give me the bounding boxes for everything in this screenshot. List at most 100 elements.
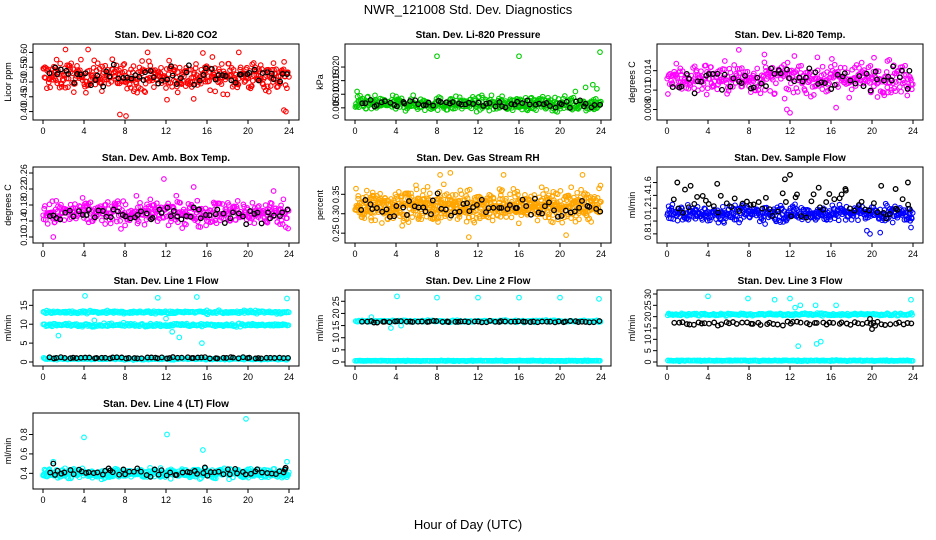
data-point (563, 232, 569, 238)
data-point (591, 194, 598, 200)
data-point (719, 86, 725, 93)
data-point (898, 67, 905, 74)
x-tick-label: 8 (434, 372, 439, 382)
data-point (147, 309, 153, 315)
data-point (57, 216, 64, 223)
data-point (883, 69, 890, 75)
data-point (808, 198, 815, 205)
data-point (362, 100, 369, 107)
data-point (194, 197, 201, 204)
x-tick-label: 0 (40, 249, 45, 259)
data-point (94, 60, 101, 67)
data-point (552, 319, 558, 326)
data-point (415, 101, 422, 108)
data-point (215, 66, 222, 72)
data-point (812, 302, 819, 309)
data-point (70, 89, 77, 95)
data-point (598, 198, 604, 205)
data-point (532, 101, 539, 108)
data-point (884, 202, 890, 209)
data-point (500, 172, 507, 178)
data-point (787, 171, 793, 178)
data-point (771, 90, 778, 97)
panel-4: Stan. Dev. Amb. Box Temp.0 4 8 12 16 20 240.10… (3, 153, 300, 259)
data-point (475, 294, 481, 301)
data-point (666, 81, 673, 87)
data-point (383, 206, 390, 213)
data-point (717, 192, 724, 199)
data-point (810, 191, 817, 198)
x-tick-label: 24 (284, 372, 294, 382)
data-point (139, 58, 145, 64)
data-point (742, 69, 749, 75)
data-point (138, 355, 145, 362)
data-point (426, 190, 433, 197)
data-point (488, 92, 495, 99)
data-point (160, 214, 167, 221)
data-point (285, 322, 292, 329)
x-tick-label: 20 (555, 126, 565, 136)
data-point (831, 61, 838, 68)
data-point (784, 59, 791, 66)
data-point (399, 222, 406, 229)
data-point (880, 209, 887, 216)
data-point (723, 79, 730, 86)
data-point (582, 84, 589, 91)
data-point (367, 201, 374, 208)
data-point (531, 195, 538, 202)
data-point (703, 91, 710, 98)
data-point (251, 66, 258, 73)
data-point (85, 46, 91, 53)
y-axis-label: degrees C (627, 61, 637, 103)
data-point (884, 84, 891, 91)
data-point (762, 194, 769, 201)
data-point (65, 84, 71, 90)
data-point (497, 196, 503, 202)
data-point (163, 315, 169, 322)
panel-title: Stan. Dev. Line 2 Flow (426, 276, 531, 287)
data-point (576, 204, 583, 211)
data-point (736, 219, 742, 226)
data-point (499, 187, 505, 193)
data-point (710, 203, 717, 210)
data-point (397, 104, 403, 110)
data-point (62, 209, 69, 216)
data-point (372, 217, 379, 224)
data-point (452, 318, 459, 325)
data-point (466, 186, 473, 193)
data-point (851, 207, 858, 214)
data-point (86, 354, 93, 361)
data-point (255, 355, 262, 362)
x-tick-label: 16 (514, 372, 524, 382)
data-point (65, 70, 72, 77)
data-point (83, 89, 89, 96)
data-point (773, 80, 779, 87)
data-point (508, 101, 515, 108)
data-point (94, 72, 101, 79)
data-point (362, 197, 369, 203)
data-point (373, 205, 380, 212)
data-point (591, 102, 598, 108)
data-point (218, 61, 225, 67)
data-point (669, 201, 676, 208)
data-point (531, 192, 538, 198)
data-point (545, 214, 552, 221)
data-point (705, 293, 711, 300)
data-point (698, 78, 705, 85)
data-point (190, 96, 197, 102)
data-point (168, 63, 175, 70)
data-point (120, 62, 127, 68)
data-point (724, 90, 730, 97)
data-point (593, 205, 600, 212)
data-point (99, 208, 106, 214)
data-point (461, 318, 468, 325)
data-point (513, 205, 520, 211)
x-tick-label: 24 (284, 126, 294, 136)
data-point (158, 209, 165, 216)
data-point (234, 198, 241, 204)
series-1 (40, 46, 292, 119)
data-point (727, 69, 734, 76)
x-tick-label: 8 (434, 249, 439, 259)
data-point (721, 58, 728, 64)
